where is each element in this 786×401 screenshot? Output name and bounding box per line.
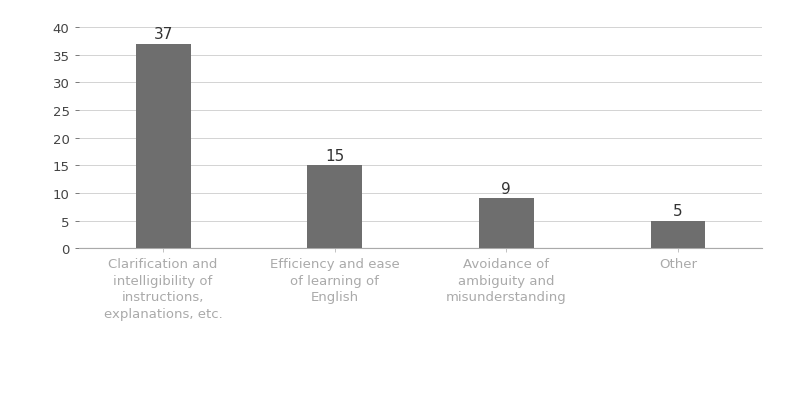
Text: 9: 9 [501,181,511,196]
Bar [136,45,190,249]
Bar [651,221,705,249]
Text: 15: 15 [325,148,344,163]
Bar [307,166,362,249]
Text: 37: 37 [153,27,173,42]
Text: 5: 5 [673,203,683,218]
Bar [479,199,534,249]
